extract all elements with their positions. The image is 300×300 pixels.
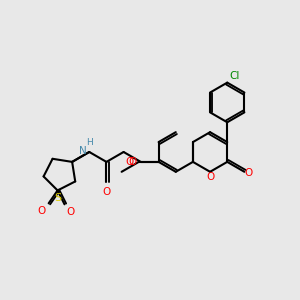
Text: O: O: [38, 206, 46, 216]
Text: O: O: [102, 187, 111, 197]
Text: O: O: [244, 168, 253, 178]
Text: H: H: [86, 138, 93, 147]
Text: O: O: [67, 207, 75, 217]
Text: O: O: [206, 172, 214, 182]
Text: N: N: [79, 146, 86, 156]
Text: O: O: [129, 157, 137, 167]
Text: Cl: Cl: [229, 71, 240, 81]
Text: S: S: [54, 194, 61, 203]
Text: O: O: [126, 157, 134, 167]
